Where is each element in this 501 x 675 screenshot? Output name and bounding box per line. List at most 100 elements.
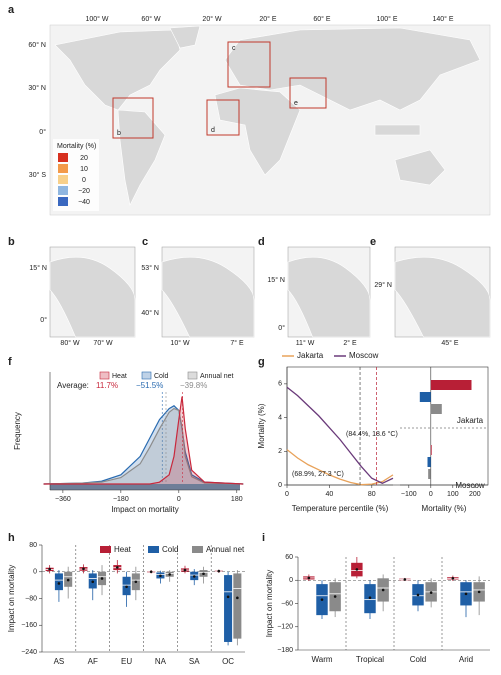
panel-label: c xyxy=(142,236,148,248)
mmt-label: (68.9%, 27.3 °C) xyxy=(292,470,344,478)
lon-tick-label: 100° E xyxy=(376,15,397,23)
panel-label: f xyxy=(8,356,12,368)
mean-label: −51.5% xyxy=(136,381,163,390)
mean-label: 11.7% xyxy=(96,381,118,390)
legend-label: Annual net xyxy=(200,373,234,380)
legend-swatch xyxy=(187,371,198,380)
y-tick-label: −180 xyxy=(277,647,293,654)
y-axis-title: Mortality (%) xyxy=(257,403,266,448)
y-tick-label: −240 xyxy=(21,649,37,656)
legend-label: Heat xyxy=(112,373,127,380)
legend-label: −40 xyxy=(78,199,90,206)
mean-label: −39.8% xyxy=(180,381,207,390)
x-tick-label: −360 xyxy=(55,496,71,503)
y-axis-title: Impact on mortality xyxy=(7,565,16,633)
category-label: OC xyxy=(222,657,234,666)
mean-dot xyxy=(226,595,230,599)
lat-tick-label: 40° N xyxy=(141,309,159,317)
category-label: NA xyxy=(155,657,167,666)
box xyxy=(224,575,233,642)
average-label: Average: xyxy=(57,381,89,390)
x-tick-label: 0 xyxy=(177,496,181,503)
legend-swatch xyxy=(192,546,203,553)
mean-dot xyxy=(202,572,205,576)
rug xyxy=(50,484,240,490)
mean-dot xyxy=(307,576,311,580)
mean-dot xyxy=(403,578,407,581)
lat-tick-label: 30° N xyxy=(28,84,46,92)
lon-tick-label: 7° E xyxy=(230,339,244,347)
y-axis-title: Frequency xyxy=(13,412,22,450)
legend-label: Heat xyxy=(114,545,132,554)
lat-tick-label: 15° N xyxy=(29,264,47,272)
mean-dot xyxy=(183,568,187,572)
lon-tick-label: 80° W xyxy=(60,339,80,347)
lat-tick-label: 53° N xyxy=(141,264,159,272)
y-tick-label: −160 xyxy=(21,622,37,629)
lon-tick-label: 2° E xyxy=(343,339,357,347)
mean-dot xyxy=(91,580,95,584)
panel-label: i xyxy=(262,532,265,544)
mean-dot xyxy=(57,582,61,585)
mean-dot xyxy=(100,577,104,580)
y-tick-label: −80 xyxy=(25,595,37,602)
lon-tick-label: 100° W xyxy=(85,15,108,23)
legend-label: 0 xyxy=(82,177,86,184)
bar xyxy=(430,404,442,414)
bar xyxy=(427,457,431,467)
x-tick-label: 200 xyxy=(469,491,481,498)
zoom-box-label: b xyxy=(117,130,121,137)
mean-dot xyxy=(217,569,221,573)
zoom-land xyxy=(287,256,371,338)
density-area xyxy=(43,408,244,484)
lat-tick-label: 0° xyxy=(40,316,47,324)
mean-dot xyxy=(192,575,196,578)
category-label: Tropical xyxy=(356,655,384,664)
mean-dot xyxy=(134,580,138,584)
zoom-box xyxy=(112,97,154,139)
x-axis-title: Temperature percentile (%) xyxy=(292,504,389,513)
mean-dot xyxy=(168,573,171,576)
mean-dot xyxy=(464,592,468,596)
x-axis-title: Impact on mortality xyxy=(111,505,179,514)
mean-dot xyxy=(429,591,433,594)
mean-dot xyxy=(82,567,85,571)
y-tick-label: 6 xyxy=(278,381,282,388)
zoom-box xyxy=(206,99,240,136)
category-label: EU xyxy=(121,657,132,666)
y-tick-label: 0 xyxy=(278,482,282,489)
zoom-box-label: e xyxy=(294,100,298,107)
y-tick-label: 0 xyxy=(33,569,37,576)
line xyxy=(286,386,394,485)
category-label: AS xyxy=(54,657,65,666)
panel-label: g xyxy=(258,356,265,368)
y-tick-label: 4 xyxy=(278,414,282,421)
category-label: Arid xyxy=(459,655,473,664)
x-tick-label: 0 xyxy=(429,491,433,498)
bar xyxy=(430,445,432,455)
legend-label: Cold xyxy=(154,373,169,380)
lon-tick-label: 11° W xyxy=(296,339,315,347)
lon-tick-label: 70° W xyxy=(93,339,113,347)
zoom-box xyxy=(227,41,271,88)
panel-label: a xyxy=(8,4,15,16)
bar xyxy=(428,469,431,479)
mean-dot xyxy=(236,596,239,600)
x-tick-label: 180 xyxy=(231,496,243,503)
mean-dot xyxy=(48,567,51,571)
category-label: AF xyxy=(88,657,98,666)
legend-swatch xyxy=(58,153,68,162)
x-tick-label: 100 xyxy=(447,491,459,498)
zoom-land xyxy=(394,256,491,338)
y-tick-label: 0 xyxy=(289,577,293,584)
x-tick-label: 0 xyxy=(285,491,289,498)
box xyxy=(233,573,242,639)
zoom-box xyxy=(289,77,327,109)
lat-tick-label: 0° xyxy=(39,128,46,136)
mean-dot xyxy=(125,585,128,589)
lon-tick-label: 60° E xyxy=(313,15,331,23)
lon-tick-label: 20° E xyxy=(259,15,277,23)
legend-swatch xyxy=(99,371,110,380)
box xyxy=(54,573,63,591)
